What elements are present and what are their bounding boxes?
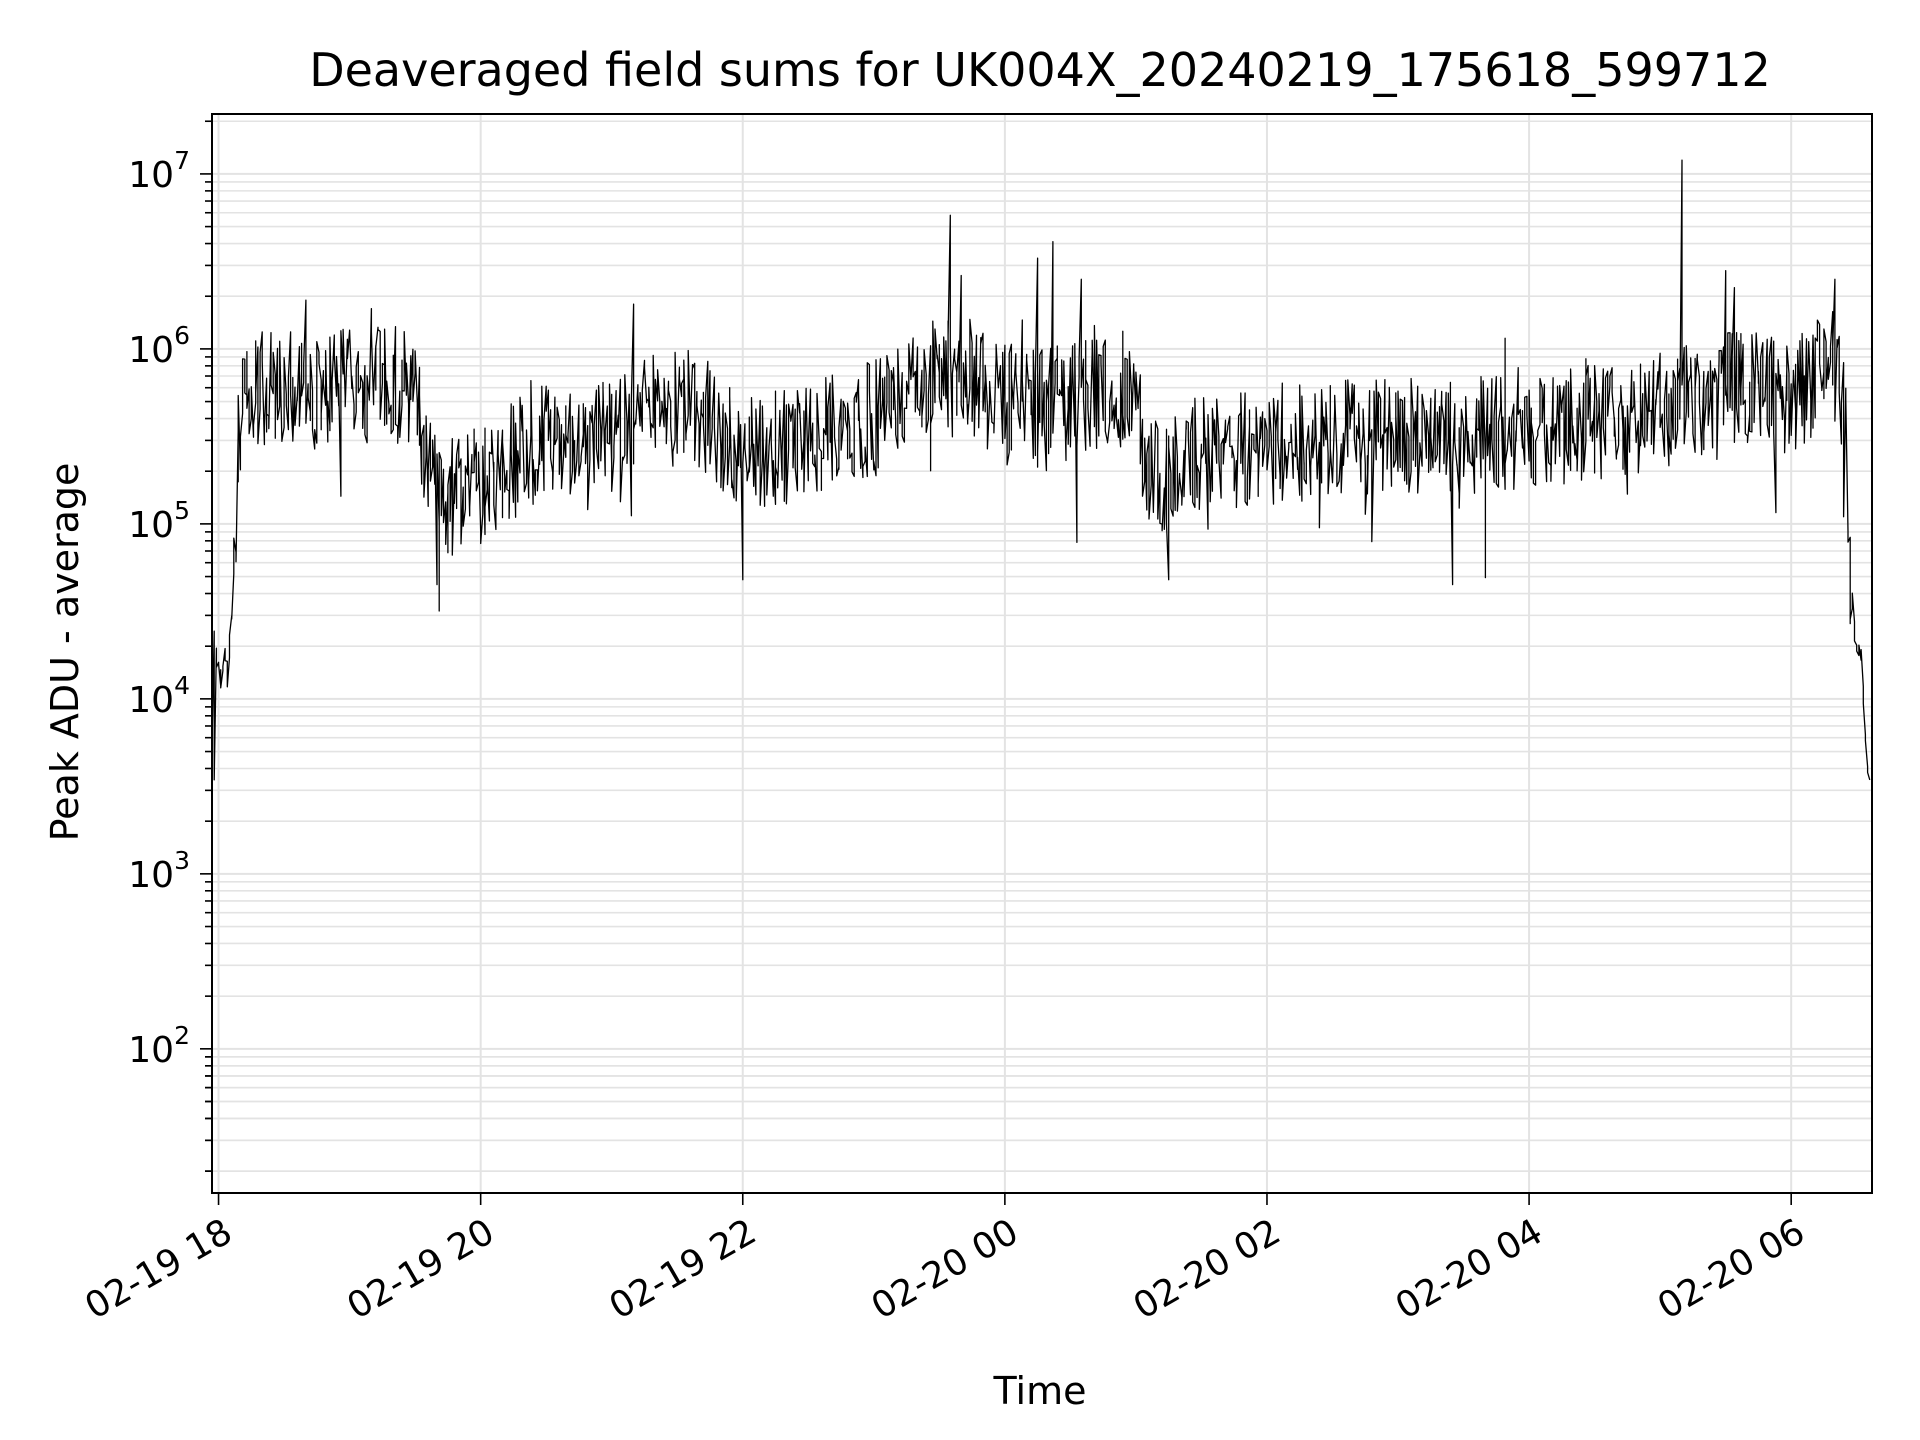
chart-title: Deaveraged field sums for UK004X_2024021…	[309, 43, 1771, 97]
plot-frame	[211, 113, 1873, 1194]
y-tick-label: 102	[128, 1021, 190, 1071]
y-tick-label: 107	[128, 146, 190, 196]
y-axis-label: Peak ADU - average	[43, 463, 87, 842]
grid	[212, 114, 1872, 1193]
y-tick-label: 105	[128, 496, 190, 546]
series-line	[211, 159, 1871, 879]
y-tick-label: 104	[128, 671, 190, 721]
y-tick-label: 106	[128, 321, 190, 371]
x-axis-label: Time	[993, 1369, 1087, 1413]
y-tick-label: 103	[128, 846, 190, 896]
series-trace	[211, 159, 1871, 879]
